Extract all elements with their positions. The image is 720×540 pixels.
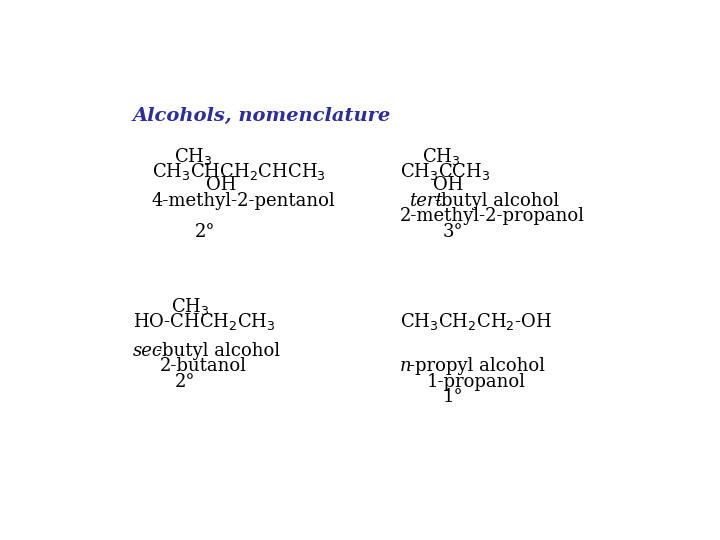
- Text: CH$_3$: CH$_3$: [422, 146, 460, 167]
- Text: 1°: 1°: [443, 388, 463, 406]
- Text: -propyl alcohol: -propyl alcohol: [409, 357, 545, 375]
- Text: 2-butanol: 2-butanol: [160, 357, 247, 375]
- Text: 2-methyl-2-propanol: 2-methyl-2-propanol: [400, 207, 585, 225]
- Text: CH$_3$CCH$_3$: CH$_3$CCH$_3$: [400, 161, 490, 182]
- Text: 2°: 2°: [175, 373, 196, 391]
- Text: 3°: 3°: [443, 222, 463, 241]
- Text: -butyl alcohol: -butyl alcohol: [436, 192, 559, 210]
- Text: CH$_3$: CH$_3$: [171, 296, 210, 317]
- Text: tert: tert: [409, 192, 443, 210]
- Text: -butyl alcohol: -butyl alcohol: [156, 342, 280, 360]
- Text: n: n: [400, 357, 412, 375]
- Text: 1-propanol: 1-propanol: [427, 373, 526, 391]
- Text: OH: OH: [206, 177, 237, 194]
- Text: CH$_3$CH$_2$CH$_2$-OH: CH$_3$CH$_2$CH$_2$-OH: [400, 311, 552, 332]
- Text: 4-methyl-2-pentanol: 4-methyl-2-pentanol: [152, 192, 336, 210]
- Text: Alcohols, nomenclature: Alcohols, nomenclature: [132, 107, 391, 125]
- Text: CH$_3$: CH$_3$: [174, 146, 212, 167]
- Text: sec: sec: [132, 342, 163, 360]
- Text: HO-CHCH$_2$CH$_3$: HO-CHCH$_2$CH$_3$: [132, 311, 275, 332]
- Text: CH$_3$CHCH$_2$CHCH$_3$: CH$_3$CHCH$_2$CHCH$_3$: [152, 161, 326, 182]
- Text: 2°: 2°: [194, 222, 215, 241]
- Text: OH: OH: [433, 177, 463, 194]
